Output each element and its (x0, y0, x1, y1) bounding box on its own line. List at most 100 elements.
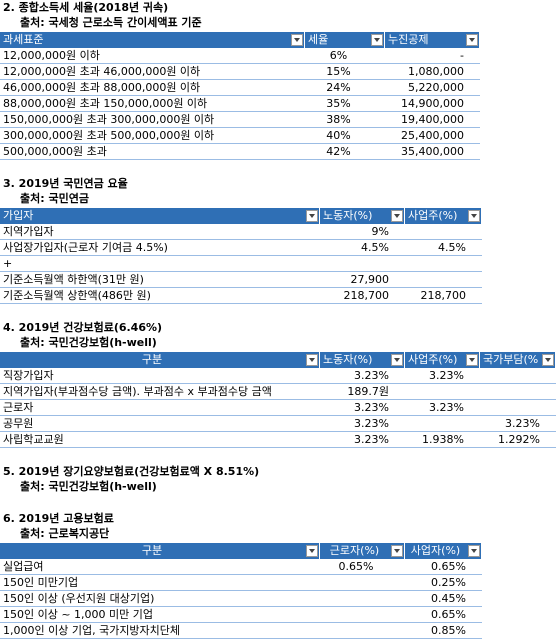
filter-button[interactable] (291, 34, 303, 46)
table-cell: 15% (305, 64, 385, 80)
table-cell: 25,400,000 (385, 128, 480, 144)
table-cell: 1,080,000 (385, 64, 480, 80)
table-cell: 3.23% (405, 368, 480, 384)
table-cell: 0.25% (405, 575, 482, 591)
table-cell: 12,000,000원 초과 46,000,000원 이하 (0, 64, 305, 80)
filter-button[interactable] (391, 354, 403, 366)
table-cell: 4.5% (405, 240, 482, 256)
table-cell: 0.85% (405, 623, 482, 639)
table-cell (480, 400, 556, 416)
table-cell: 사업장가입자(근로자 기여금 4.5%) (0, 240, 320, 256)
table-cell: 0.65% (405, 607, 482, 623)
table-cell: 직장가입자 (0, 368, 320, 384)
filter-button[interactable] (468, 210, 480, 222)
header-cell: 구분 (0, 352, 320, 368)
table-cell: 88,000,000원 초과 150,000,000원 이하 (0, 96, 305, 112)
filter-button[interactable] (468, 545, 480, 557)
table-cell: 기준소득월액 하한액(31만 원) (0, 272, 320, 288)
header-cell: 근로자(%) (320, 543, 405, 559)
filter-button[interactable] (391, 210, 403, 222)
table-cell: 3.23% (320, 432, 405, 448)
table-cell: 40% (305, 128, 385, 144)
table-cell (405, 256, 482, 272)
filter-button[interactable] (306, 545, 318, 557)
section-title: 5. 2019년 장기요양보험료(건강보험료액 X 8.51%) (3, 465, 260, 478)
filter-button[interactable] (371, 34, 383, 46)
table-cell (320, 575, 405, 591)
table-cell: 근로자 (0, 400, 320, 416)
table-cell: 218,700 (320, 288, 405, 304)
table-cell: 사립학교교원 (0, 432, 320, 448)
table-cell: 27,900 (320, 272, 405, 288)
header-cell: 세율 (305, 32, 385, 48)
table-cell (480, 384, 556, 400)
table-cell (320, 607, 405, 623)
table-cell: 6% (305, 48, 385, 64)
table-cell: 지역가입자 (0, 224, 320, 240)
table-cell: 35% (305, 96, 385, 112)
filter-button[interactable] (466, 354, 478, 366)
table-cell: 150,000,000원 초과 300,000,000원 이하 (0, 112, 305, 128)
filter-button[interactable] (306, 210, 318, 222)
table-cell: 300,000,000원 초과 500,000,000원 이하 (0, 128, 305, 144)
table-cell: 35,400,000 (385, 144, 480, 160)
table-cell: 0.45% (405, 591, 482, 607)
table-cell: 3.23% (320, 416, 405, 432)
table-cell: 14,900,000 (385, 96, 480, 112)
section-source: 출처: 근로복지공단 (20, 527, 110, 540)
table-cell: 19,400,000 (385, 112, 480, 128)
table-cell: 0.65% (320, 559, 405, 575)
filter-button[interactable] (306, 354, 318, 366)
table-cell: 1,000인 이상 기업, 국가지방자치단체 (0, 623, 320, 639)
header-cell: 사업주(%) (405, 352, 480, 368)
table-cell: 0.65% (405, 559, 482, 575)
table-cell: 지역가입자(부과점수당 금액). 부과점수 x 부과점수당 금액 (0, 384, 320, 400)
table-cell: 3.23% (405, 400, 480, 416)
header-cell: 구분 (0, 543, 320, 559)
table-cell: 3.23% (480, 416, 556, 432)
table-cell: 1.938% (405, 432, 480, 448)
table-cell: 기준소득월액 상한액(486만 원) (0, 288, 320, 304)
header-cell: 국가부담(% (480, 352, 556, 368)
table-cell: 4.5% (320, 240, 405, 256)
table-cell: 24% (305, 80, 385, 96)
header-cell: 노동자(%) (320, 208, 405, 224)
table-cell: 218,700 (405, 288, 482, 304)
table-cell: 38% (305, 112, 385, 128)
table-cell: 12,000,000원 이하 (0, 48, 305, 64)
header-cell: 누진공제 (385, 32, 480, 48)
table-cell (320, 591, 405, 607)
table-cell: 150인 이상 ~ 1,000 미만 기업 (0, 607, 320, 623)
filter-button[interactable] (391, 545, 403, 557)
table-cell: 150인 이상 (우선지원 대상기업) (0, 591, 320, 607)
table-cell: 46,000,000원 초과 88,000,000원 이하 (0, 80, 305, 96)
section-source: 출처: 국민연금 (20, 192, 89, 205)
section-title: 6. 2019년 고용보험료 (3, 512, 114, 525)
table-cell: 실업급여 (0, 559, 320, 575)
table-cell: 500,000,000원 초과 (0, 144, 305, 160)
table-cell: 3.23% (320, 368, 405, 384)
header-cell: 노동자(%) (320, 352, 405, 368)
section-title: 4. 2019년 건강보험료(6.46%) (3, 321, 163, 334)
filter-button[interactable] (542, 354, 554, 366)
table-cell: 3.23% (320, 400, 405, 416)
table-cell (405, 416, 480, 432)
header-cell: 사업자(%) (405, 543, 482, 559)
table-cell: 5,220,000 (385, 80, 480, 96)
section-source: 출처: 국민건강보험(h-well) (20, 480, 157, 493)
section-source: 출처: 국세청 근로소득 간이세액표 기준 (20, 16, 202, 29)
header-cell: 과세표준 (0, 32, 305, 48)
table-cell (405, 384, 480, 400)
table-cell: 9% (320, 224, 405, 240)
header-cell: 가입자 (0, 208, 320, 224)
table-cell (405, 224, 482, 240)
table-cell (320, 256, 405, 272)
table-cell: 42% (305, 144, 385, 160)
table-cell: 150인 미만기업 (0, 575, 320, 591)
table-cell (405, 272, 482, 288)
filter-button[interactable] (466, 34, 478, 46)
section-source: 출처: 국민건강보험(h-well) (20, 336, 157, 349)
table-cell: + (0, 256, 320, 272)
table-cell: - (385, 48, 480, 64)
